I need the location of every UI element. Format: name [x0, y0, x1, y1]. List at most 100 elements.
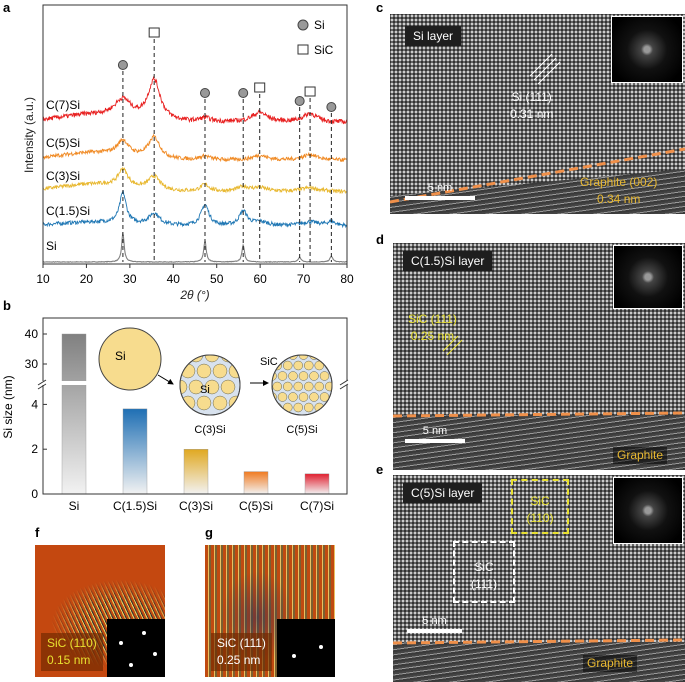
si-grain — [293, 360, 303, 371]
sic-peak-marker — [254, 82, 266, 93]
si-grain — [288, 355, 298, 360]
si-grain — [319, 392, 330, 402]
si-grain — [288, 371, 298, 381]
y-tick-label: 40 — [25, 327, 39, 341]
scale-bar: 5 nm — [405, 425, 465, 443]
xrd-chart: Si C(1.5)Si C(3)Si C(5)Si C(7)Si 10 20 30 40 50 60… — [22, 4, 354, 302]
scale-label: 5 nm — [422, 615, 447, 627]
lattice-annotation: SiC (111) 0.25 nm — [211, 633, 272, 671]
si-grain — [277, 392, 288, 402]
si-grain — [319, 355, 330, 360]
graphite-label: Graphite — [613, 447, 668, 464]
si-grain — [283, 381, 293, 392]
si-grain-label: Si — [200, 384, 210, 396]
si-grain — [220, 379, 236, 395]
bar-C(5)Si — [243, 471, 269, 495]
sic-peak-marker — [148, 27, 160, 38]
plane-index: (111) — [470, 577, 498, 591]
spacing-label: 0.31 nm — [510, 107, 554, 121]
si-grain — [277, 371, 288, 381]
scale-bar: 5 nm — [405, 182, 475, 200]
si-grain — [180, 355, 188, 363]
fft-inset — [613, 477, 683, 544]
si-grain — [188, 355, 204, 363]
panel-label-b: b — [3, 298, 11, 313]
graphite-annotation: Graphite (002) 0.34 nm — [580, 174, 657, 208]
si-grain — [228, 395, 240, 411]
si-grain — [309, 355, 319, 360]
graphite-plane-label: Graphite (002) — [580, 175, 658, 189]
si-grain — [304, 381, 314, 392]
x-tick-label: C(7)Si — [300, 499, 334, 513]
tem-image-si-layer: Si layer Si (111) 0.31 nm Graphite (002) 0… — [390, 14, 685, 214]
lattice-annotation: Si (111) 0.31 nm — [510, 89, 553, 123]
spacing-label: 0.25 nm — [217, 653, 261, 667]
panel-label-f: f — [35, 525, 40, 540]
x-tick-label: 10 — [36, 272, 50, 286]
si-peak-marker — [117, 60, 128, 70]
si-size-bar-chart: Si C(1.5)Si C(3)Si C(5)Si C(7)Si 0 2 4 30 40 Si s… — [1, 317, 352, 513]
scale-label: 5 nm — [422, 425, 448, 437]
si-peak-marker — [294, 96, 305, 106]
spacing-label: 0.25 nm — [410, 329, 455, 343]
arrow-icon — [157, 374, 174, 385]
si-grain — [314, 381, 324, 392]
x-axis-label: 2θ (°) — [179, 288, 209, 302]
legend-sic: SiC — [314, 43, 334, 57]
series-label: C(1.5)Si — [46, 204, 90, 218]
graphite-label: Graphite — [583, 655, 638, 672]
lattice-annotation: SiC (111) 0.25 nm — [408, 311, 457, 345]
c3si-label: C(3)Si — [194, 424, 225, 436]
y-axis-label: Si size (nm) — [1, 375, 15, 438]
si-circle-icon — [297, 19, 309, 31]
si-grain — [283, 360, 293, 371]
fft-inset — [611, 16, 683, 83]
si-grain — [277, 355, 288, 360]
si-grain — [180, 379, 188, 395]
plane-label: SiC (110) — [47, 636, 97, 650]
large-si-particle — [98, 327, 162, 391]
si-grain — [196, 363, 212, 379]
si-grain — [272, 402, 282, 413]
si-grain — [309, 371, 319, 381]
tem-image-c15si-layer: C(1.5)Si layer SiC (111) 0.25 nm Graphite… — [393, 243, 685, 470]
x-tick-label: 20 — [80, 272, 94, 286]
si-grain — [298, 371, 309, 381]
si-grain — [196, 395, 212, 411]
si-grain — [325, 381, 332, 392]
legend: Si SiC — [297, 18, 334, 57]
x-tick-label: C(5)Si — [239, 499, 273, 513]
y-tick-label: 2 — [31, 442, 38, 456]
panel-label-c: c — [376, 0, 384, 15]
series-label: C(3)Si — [46, 169, 80, 183]
series-label: C(7)Si — [46, 98, 80, 112]
y-tick-label: 30 — [25, 357, 39, 371]
series-label: Si — [46, 239, 57, 253]
xrd-series-Si — [42, 232, 348, 264]
x-tick-label: 70 — [297, 272, 311, 286]
plane-label: SiC (111) — [408, 312, 457, 326]
si-grain — [212, 395, 228, 411]
xrd-series-C(7)Si — [42, 75, 348, 125]
si-grain — [283, 402, 293, 413]
si-grain — [309, 392, 319, 402]
layer-tag: Si layer — [405, 26, 462, 46]
fft-inset — [107, 619, 165, 677]
si-grain — [293, 402, 303, 413]
layer-tag: C(5)Si layer — [403, 483, 483, 503]
c5si-label: C(5)Si — [286, 424, 317, 436]
y-tick-label: 4 — [31, 397, 38, 411]
si-grain — [272, 381, 282, 392]
si-grain — [220, 355, 236, 363]
sic-square-icon — [297, 44, 309, 55]
scale-label: 5 nm — [427, 182, 453, 194]
si-grain — [304, 402, 314, 413]
si-grain — [272, 392, 277, 402]
plane-label: SiC — [474, 560, 494, 574]
plane-label: Si (111) — [511, 90, 552, 104]
bar-C(7)Si — [304, 473, 330, 495]
xrd-series-C(3)Si — [42, 166, 348, 195]
bar-C(1.5)Si — [122, 408, 148, 495]
x-tick-label: C(3)Si — [179, 499, 213, 513]
